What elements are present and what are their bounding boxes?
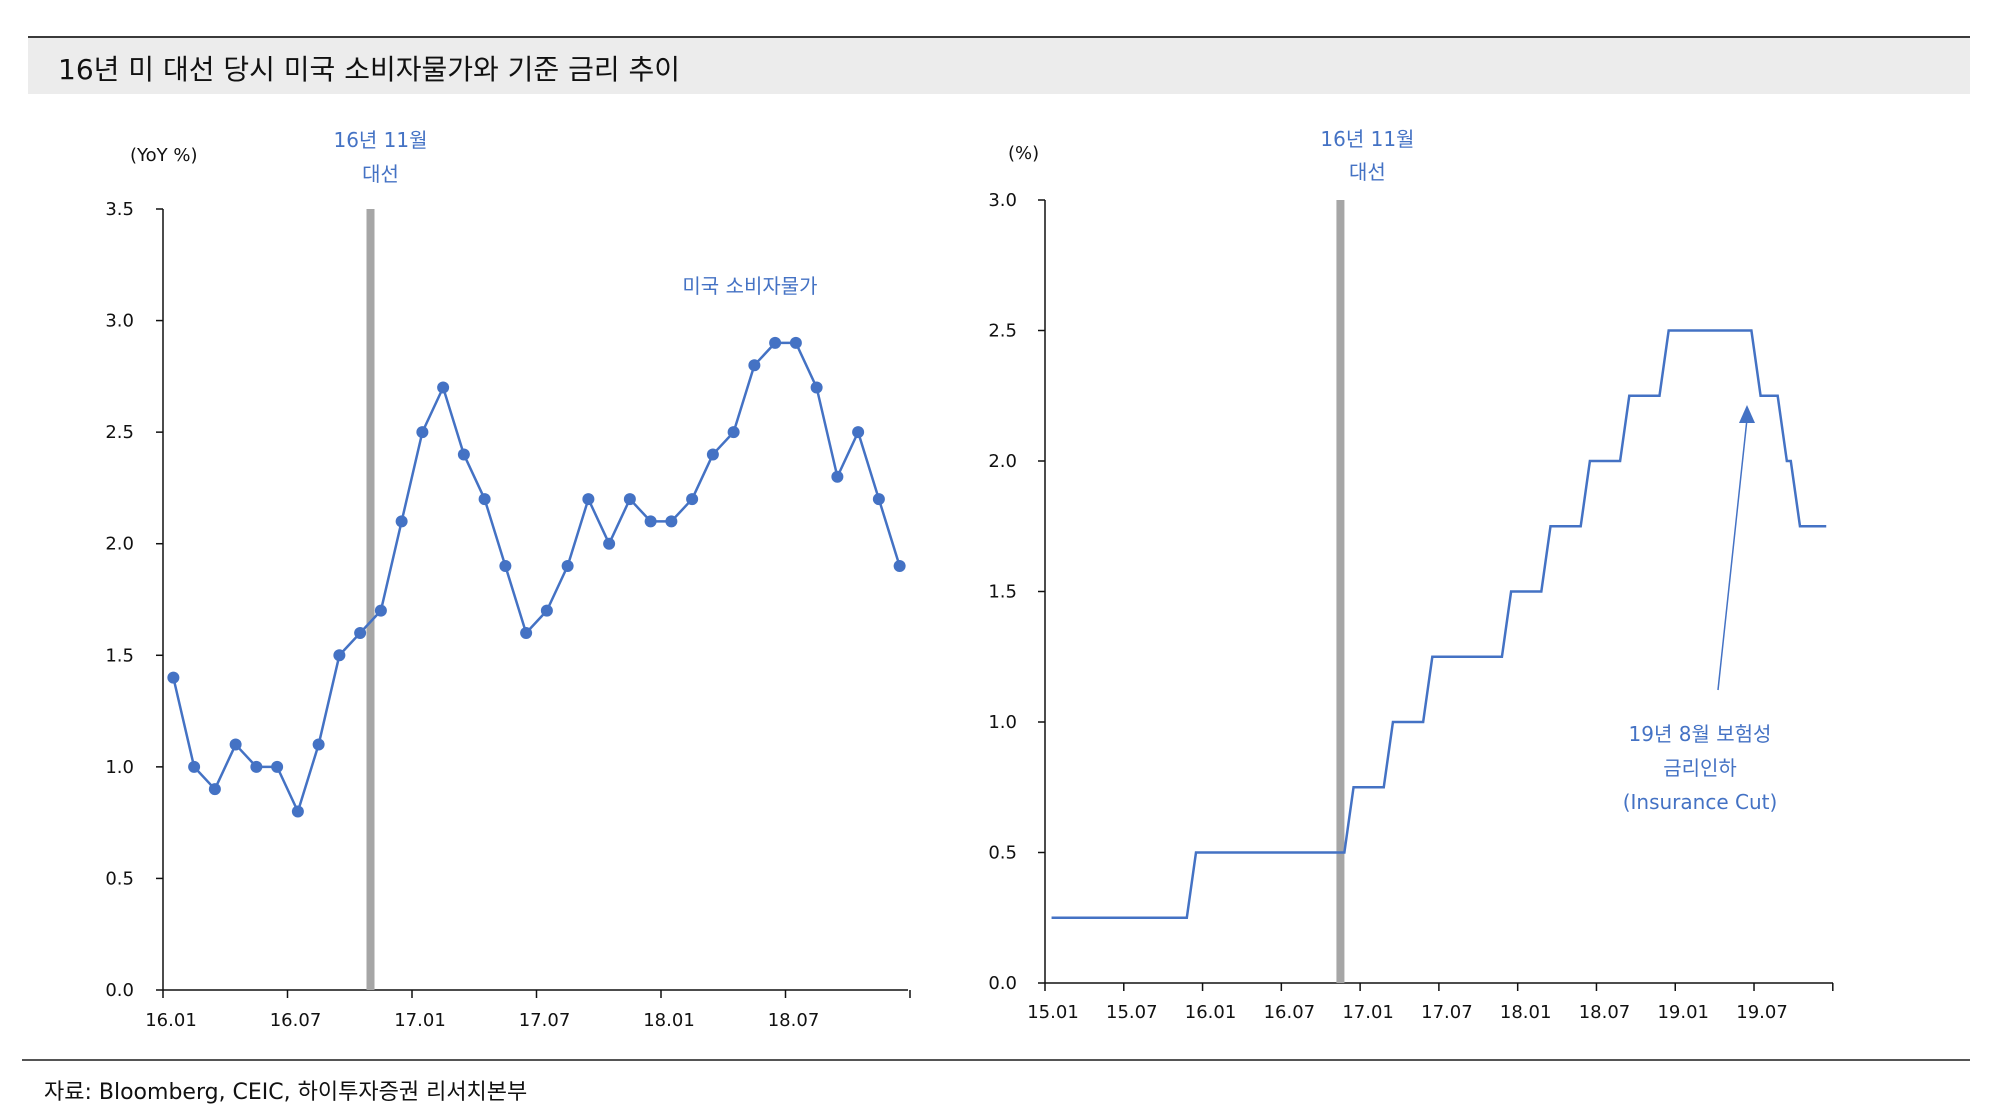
cpi-data-point xyxy=(271,760,284,773)
cpi-data-point xyxy=(395,515,408,528)
y-tick-label: 2.5 xyxy=(988,321,1017,342)
y-tick-label: 3.0 xyxy=(988,190,1017,211)
chart-title: 16년 미 대선 당시 미국 소비자물가와 기준 금리 추이 xyxy=(58,53,681,86)
cpi-data-point xyxy=(437,381,450,394)
cpi-data-point xyxy=(374,604,387,617)
y-unit-label: (YoY %) xyxy=(130,145,197,166)
x-tick-label: 17.07 xyxy=(519,1010,571,1031)
y-tick-label: 1.5 xyxy=(105,645,134,666)
series-label: 미국 소비자물가 xyxy=(682,274,817,298)
x-tick-label: 16.07 xyxy=(1264,1002,1316,1023)
footer-divider xyxy=(22,1059,1970,1061)
cpi-data-point xyxy=(457,448,470,461)
x-tick-label: 16.01 xyxy=(1185,1002,1237,1023)
x-tick-label: 17.01 xyxy=(394,1010,446,1031)
cpi-data-point xyxy=(354,626,367,639)
y-tick-label: 1.0 xyxy=(988,712,1017,733)
insurance-cut-label: 금리인하 xyxy=(1663,756,1737,780)
x-tick-label: 18.01 xyxy=(643,1010,695,1031)
cpi-data-point xyxy=(291,805,304,818)
policy-rate-chart: 0.0 0.5 1.0 1.5 2.0 2.5 3.0 15.01 15.07 16.01 16.0… xyxy=(988,127,1834,1023)
insurance-cut-label: 19년 8월 보험성 xyxy=(1629,722,1772,746)
cpi-data-point xyxy=(893,560,906,573)
election-marker-bar xyxy=(366,209,375,990)
x-tick-label: 18.07 xyxy=(768,1010,820,1031)
y-tick-label: 0.5 xyxy=(105,868,134,889)
cpi-data-point xyxy=(686,493,699,506)
cpi-data-point xyxy=(872,493,885,506)
y-tick-label: 0.5 xyxy=(988,843,1017,864)
x-tick-label: 19.07 xyxy=(1736,1002,1788,1023)
y-tick-label: 0.0 xyxy=(105,980,134,1001)
election-label: 대선 xyxy=(362,162,399,186)
x-tick-label: 17.01 xyxy=(1342,1002,1394,1023)
x-tick-label: 19.01 xyxy=(1657,1002,1709,1023)
cpi-data-point xyxy=(229,738,242,751)
title-bar: 16년 미 대선 당시 미국 소비자물가와 기준 금리 추이 xyxy=(28,36,1970,94)
cpi-data-point xyxy=(582,493,595,506)
cpi-data-point xyxy=(416,426,429,439)
cpi-data-point xyxy=(831,470,844,483)
y-unit-label: (%) xyxy=(1008,143,1039,164)
y-tick-label: 2.5 xyxy=(105,422,134,443)
cpi-data-point xyxy=(623,493,636,506)
election-label: 16년 11월 xyxy=(1320,127,1414,151)
cpi-series-line xyxy=(172,341,901,813)
insurance-cut-label: (Insurance Cut) xyxy=(1623,790,1778,814)
cpi-data-point xyxy=(603,537,616,550)
y-tick-label: 0.0 xyxy=(988,973,1017,994)
policy-rate-step-line xyxy=(1051,329,1827,919)
y-tick-label: 2.0 xyxy=(105,534,134,555)
cpi-data-point xyxy=(312,738,325,751)
cpi-data-point xyxy=(188,760,201,773)
y-tick-label: 3.0 xyxy=(105,311,134,332)
cpi-data-point xyxy=(520,626,533,639)
source-note: 자료: Bloomberg, CEIC, 하이투자증권 리서치본부 xyxy=(44,1080,528,1105)
x-tick-label: 16.01 xyxy=(145,1010,197,1031)
cpi-data-point xyxy=(478,493,491,506)
y-tick-label: 3.5 xyxy=(105,199,134,220)
x-tick-label: 15.07 xyxy=(1106,1002,1158,1023)
y-tick-label: 1.0 xyxy=(105,757,134,778)
cpi-data-point xyxy=(540,604,553,617)
cpi-data-point xyxy=(561,560,574,573)
cpi-data-point xyxy=(769,336,782,349)
y-tick-label: 1.5 xyxy=(988,582,1017,603)
x-tick-label: 17.07 xyxy=(1421,1002,1473,1023)
cpi-chart: 0.0 0.5 1.0 1.5 2.0 2.5 3.0 3.5 16.01 16.07 17.01 1… xyxy=(105,128,911,1031)
annotation-arrow-line xyxy=(1717,418,1748,691)
cpi-data-point xyxy=(208,783,221,796)
x-tick-label: 18.07 xyxy=(1579,1002,1631,1023)
election-label: 16년 11월 xyxy=(333,128,427,152)
x-tick-label: 16.07 xyxy=(270,1010,322,1031)
cpi-data-point xyxy=(333,649,346,662)
cpi-data-point xyxy=(665,515,678,528)
x-tick-label: 18.01 xyxy=(1500,1002,1552,1023)
annotation-arrow-head xyxy=(1739,405,1755,423)
election-marker-bar xyxy=(1336,200,1345,983)
cpi-data-point xyxy=(727,426,740,439)
cpi-data-point xyxy=(706,448,719,461)
x-tick-label: 15.01 xyxy=(1027,1002,1079,1023)
cpi-data-point xyxy=(250,760,263,773)
cpi-data-point xyxy=(789,336,802,349)
cpi-data-point xyxy=(748,359,761,372)
election-label: 대선 xyxy=(1349,160,1386,184)
cpi-data-point xyxy=(644,515,657,528)
cpi-data-point xyxy=(852,426,865,439)
cpi-data-point xyxy=(167,671,180,684)
cpi-data-point xyxy=(499,560,512,573)
cpi-data-point xyxy=(810,381,823,394)
y-tick-label: 2.0 xyxy=(988,451,1017,472)
